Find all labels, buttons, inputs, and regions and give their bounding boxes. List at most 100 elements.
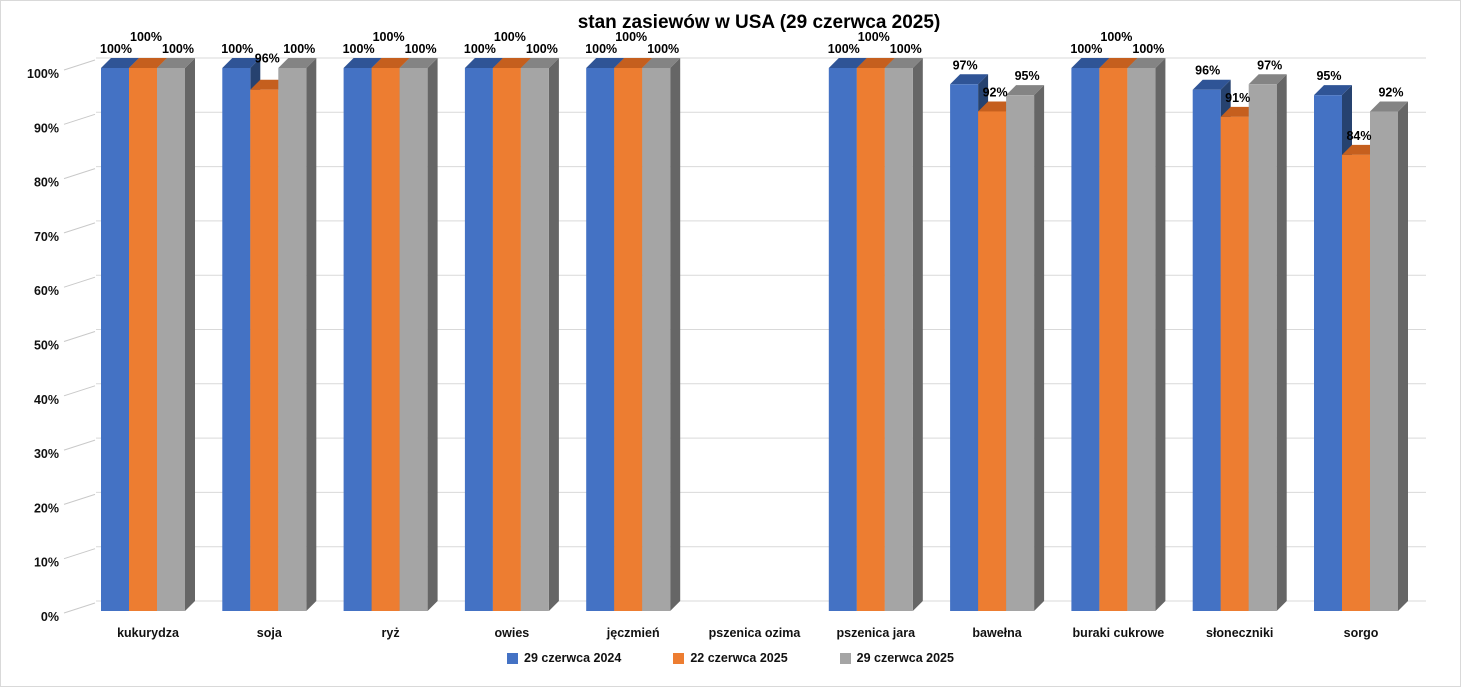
y-tick-label-10: 10% [34,556,59,570]
bar-29-czerwca-2024-ryż [343,68,372,611]
data-label-22-czerwca-2025-pszenica-jara: 100% [858,30,890,44]
data-labels: 100%100%100% 100%96%100% 100%100%100% 100%1… [100,30,1404,143]
bar-top-29-czerwca-2024-ryż [343,58,382,68]
data-label-22-czerwca-2025-owies: 100% [494,30,526,44]
bar-22-czerwca-2025-słoneczniki [1220,116,1249,612]
data-label-29-czerwca-2024-ryż: 100% [343,42,375,56]
bar-group-jęczmień [586,58,681,611]
bar-side-29-czerwca-2025-kukurydza [185,58,195,611]
category-label-słoneczniki: słoneczniki [1206,626,1273,640]
bar-22-czerwca-2025-pszenica-jara [856,68,885,611]
data-label-22-czerwca-2025-sorgo: 84% [1346,129,1371,143]
y-tick-label-100: 100% [27,67,59,81]
data-label-22-czerwca-2025-soja: 96% [255,52,280,66]
bar-29-czerwca-2024-jęczmień [586,68,615,611]
data-label-29-czerwca-2024-bawełna: 97% [953,58,978,72]
bar-top-22-czerwca-2025-ryż [371,58,410,68]
bar-top-29-czerwca-2024-kukurydza [101,58,139,68]
bar-top-29-czerwca-2024-słoneczniki [1192,79,1231,90]
bar-29-czerwca-2024-soja [222,68,251,611]
data-label-29-czerwca-2025-bawełna: 95% [1015,69,1040,83]
bar-29-czerwca-2025-soja [278,68,307,611]
category-label-soja: soja [257,626,283,640]
bar-top-29-czerwca-2024-buraki-cukrowe [1071,58,1110,68]
bar-top-22-czerwca-2025-kukurydza [129,58,167,68]
bar-top-22-czerwca-2025-owies [492,58,531,68]
bar-22-czerwca-2025-soja [250,89,279,612]
y-tick-line-50 [63,331,96,342]
category-label-pszenica-jara: pszenica jara [837,626,917,640]
data-label-22-czerwca-2025-słoneczniki: 91% [1225,91,1250,105]
bar-top-29-czerwca-2024-owies [464,58,503,68]
legend-swatch-series-2 [673,652,685,664]
bar-29-czerwca-2024-kukurydza [101,68,129,611]
bar-top-29-czerwca-2024-jęczmień [586,58,625,68]
bar-side-29-czerwca-2025-słoneczniki [1276,74,1287,612]
legend-swatch-series-3 [839,652,851,664]
bar-29-czerwca-2024-słoneczniki [1192,89,1221,612]
bar-29-czerwca-2025-kukurydza [157,68,185,611]
data-label-29-czerwca-2024-soja: 100% [221,42,253,56]
category-label-buraki-cukrowe: buraki cukrowe [1073,626,1165,640]
bar-29-czerwca-2025-ryż [399,68,428,611]
bar-top-29-czerwca-2025-kukurydza [157,58,195,68]
y-tick-line-60 [63,276,96,288]
y-tick-label-40: 40% [34,393,59,407]
y-tick-line-0 [63,602,96,614]
data-label-29-czerwca-2024-jęczmień: 100% [585,42,617,56]
y-tick-line-90 [63,113,96,125]
legend-swatch-series-1 [507,652,519,664]
bar-29-czerwca-2025-słoneczniki [1248,84,1277,612]
data-label-22-czerwca-2025-jęczmień: 100% [615,30,647,44]
y-tick-label-0: 0% [41,610,59,624]
data-label-22-czerwca-2025-kukurydza: 100% [130,30,162,44]
bar-29-czerwca-2025-jęczmień [642,68,671,611]
y-tick-label-20: 20% [34,501,59,515]
data-label-29-czerwca-2024-owies: 100% [464,42,496,56]
bar-top-22-czerwca-2025-jęczmień [614,58,653,68]
bar-group-owies [464,58,559,611]
bar-top-29-czerwca-2025-buraki-cukrowe [1127,58,1166,68]
bar-top-29-czerwca-2025-sorgo [1370,101,1408,112]
legend-label-series-2: 22 czerwca 2025 [690,651,788,665]
x-axis-category-labels: kukurydza soja ryż owies jęczmień pszenica oz… [117,626,1379,640]
bar-group-kukurydza [101,58,195,611]
category-label-owies: owies [495,626,530,640]
bar-top-22-czerwca-2025-buraki-cukrowe [1099,58,1138,68]
y-tick-line-30 [63,439,96,451]
data-label-29-czerwca-2025-kukurydza: 100% [162,42,194,56]
y-tick-label-70: 70% [34,230,59,244]
y-tick-label-30: 30% [34,447,59,461]
legend-item-series-2: 22 czerwca 2025 [673,651,788,665]
data-label-29-czerwca-2024-słoneczniki: 96% [1195,64,1220,78]
bar-29-czerwca-2024-sorgo [1314,95,1342,611]
data-label-22-czerwca-2025-ryż: 100% [373,30,405,44]
bar-29-czerwca-2025-buraki-cukrowe [1127,68,1156,611]
data-label-29-czerwca-2025-jęczmień: 100% [647,42,679,56]
bar-22-czerwca-2025-kukurydza [129,68,157,611]
bar-group-sorgo [1314,85,1408,611]
category-label-bawełna: bawełna [972,626,1022,640]
category-label-kukurydza: kukurydza [117,626,180,640]
data-label-29-czerwca-2024-buraki-cukrowe: 100% [1070,42,1102,56]
bar-top-29-czerwca-2024-pszenica-jara [828,58,867,68]
data-label-29-czerwca-2025-sorgo: 92% [1378,85,1403,99]
data-label-29-czerwca-2024-sorgo: 95% [1316,69,1341,83]
y-tick-line-70 [63,222,96,234]
bar-top-29-czerwca-2025-ryż [399,58,438,68]
legend-item-series-3: 29 czerwca 2025 [839,651,954,665]
bar-top-29-czerwca-2025-jęczmień [642,58,681,68]
bar-top-22-czerwca-2025-pszenica-jara [856,58,895,68]
bar-top-29-czerwca-2025-soja [278,58,317,68]
bar-29-czerwca-2025-bawełna [1006,95,1035,611]
bar-29-czerwca-2024-owies [464,68,493,611]
bar-side-29-czerwca-2025-buraki-cukrowe [1155,58,1166,611]
category-label-sorgo: sorgo [1344,626,1379,640]
data-label-29-czerwca-2025-słoneczniki: 97% [1257,58,1282,72]
legend-item-series-1: 29 czerwca 2024 [507,651,621,665]
data-label-29-czerwca-2024-pszenica-jara: 100% [828,42,860,56]
bar-top-29-czerwca-2025-pszenica-jara [884,58,923,68]
y-tick-label-80: 80% [34,176,59,190]
